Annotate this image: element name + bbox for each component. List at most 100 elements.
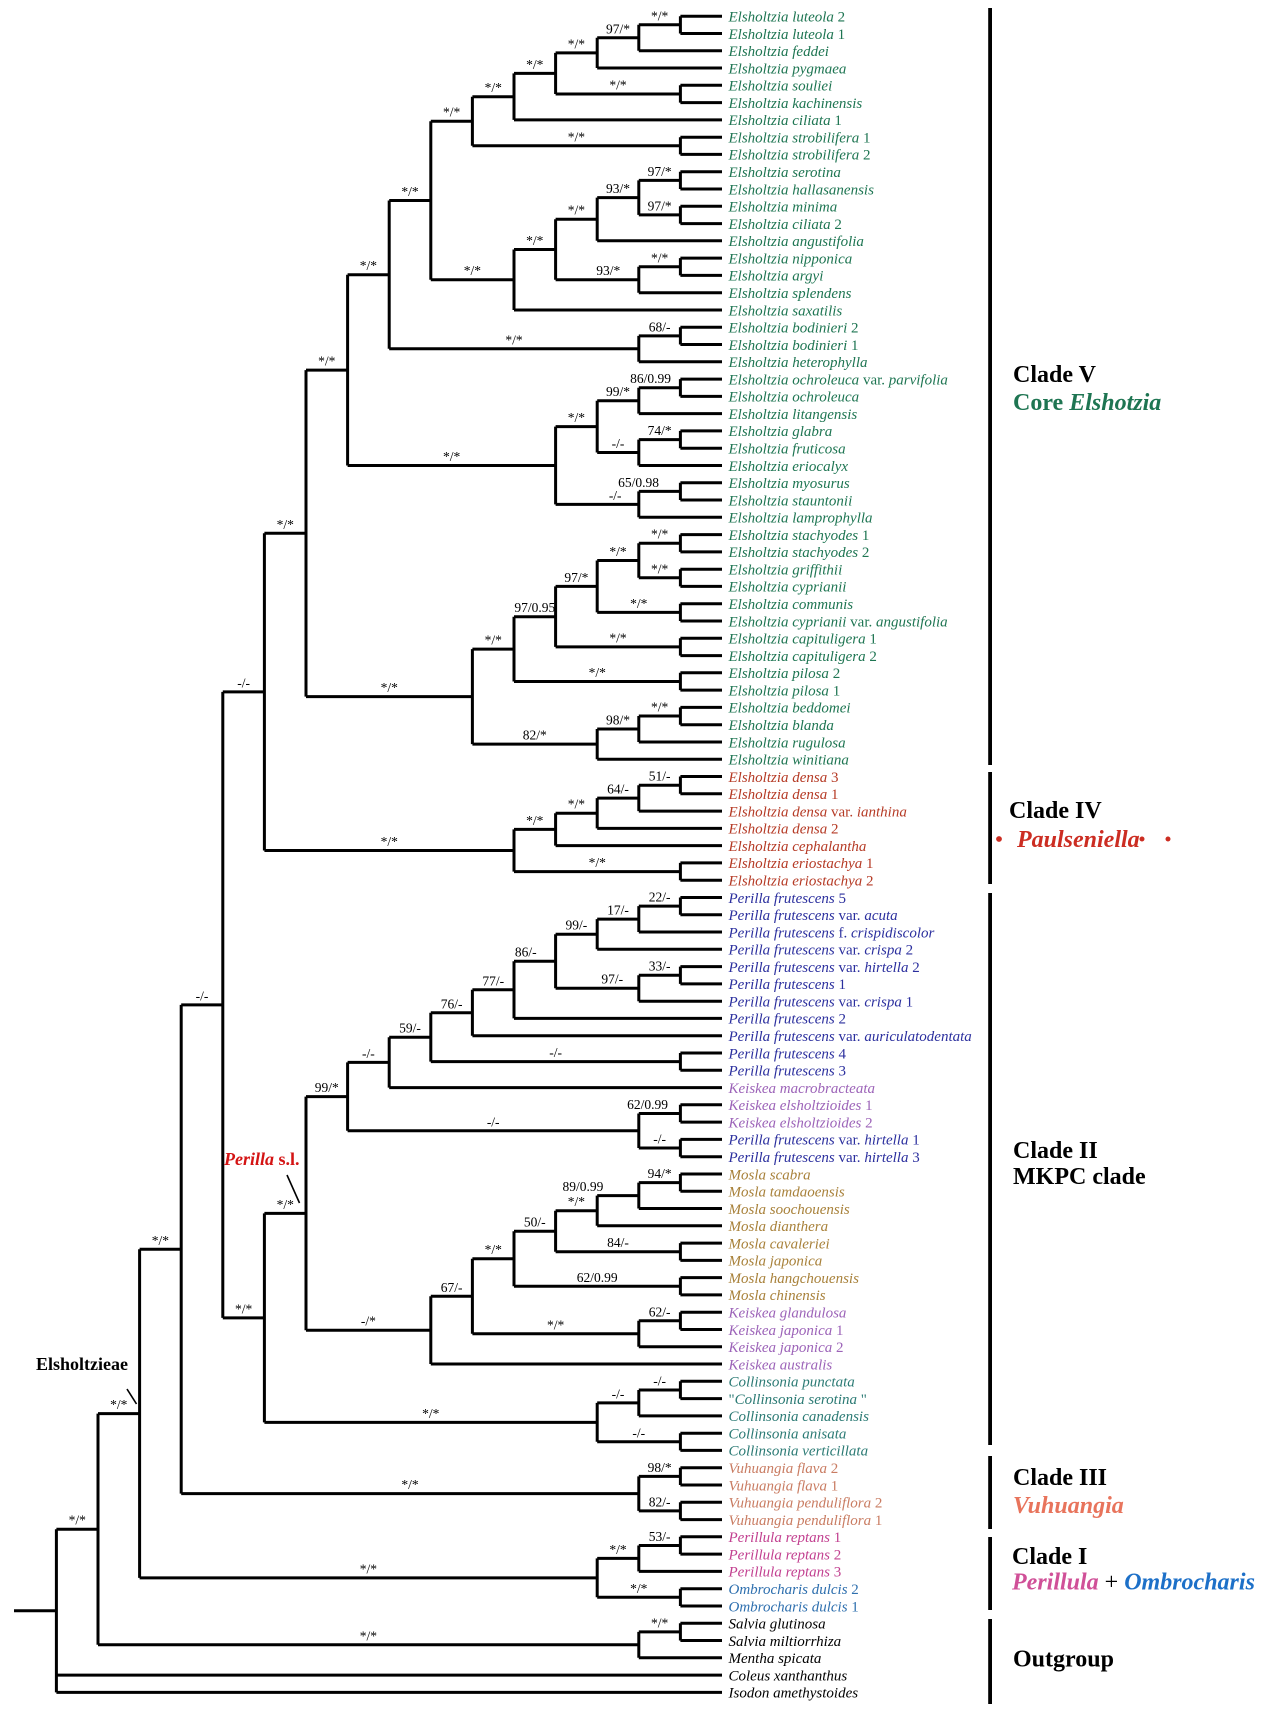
svg-text:Elsholtzia strobilifera 1: Elsholtzia strobilifera 1 xyxy=(728,131,871,147)
svg-text:Elsholtzia luteola 1: Elsholtzia luteola 1 xyxy=(728,27,846,43)
svg-text:Perilla frutescens f. crispidi: Perilla frutescens f. crispidiscolor xyxy=(728,925,935,941)
svg-text:Mentha spicata: Mentha spicata xyxy=(728,1651,822,1667)
svg-text:86/0.99: 86/0.99 xyxy=(630,371,671,386)
svg-text:76/-: 76/- xyxy=(441,996,463,1011)
svg-text:-/-: -/- xyxy=(237,675,250,690)
svg-text:*/*: */* xyxy=(526,233,544,248)
svg-text:Perilla frutescens 2: Perilla frutescens 2 xyxy=(728,1012,846,1028)
svg-text:*/*: */* xyxy=(505,332,523,347)
svg-text:Clade IV: Clade IV xyxy=(1009,798,1102,824)
svg-text:82/-: 82/- xyxy=(649,1494,671,1509)
svg-text:Vuhuangia flava 1: Vuhuangia flava 1 xyxy=(729,1478,839,1494)
svg-text:*/*: */* xyxy=(235,1301,253,1316)
svg-text:*/*: */* xyxy=(651,250,669,265)
svg-text:Mosla chinensis: Mosla chinensis xyxy=(728,1288,826,1304)
svg-text:Elsholtzia densa 2: Elsholtzia densa 2 xyxy=(728,822,839,838)
svg-text:51/-: 51/- xyxy=(649,769,671,784)
svg-text:Elsholtzia rugulosa: Elsholtzia rugulosa xyxy=(728,735,846,751)
svg-text:Perilla frutescens var. hirtel: Perilla frutescens var. hirtella 2 xyxy=(728,960,920,976)
svg-text:*/*: */* xyxy=(568,129,586,144)
svg-text:Salvia miltiorrhiza: Salvia miltiorrhiza xyxy=(729,1634,842,1650)
svg-text:Elsholtzia souliei: Elsholtzia souliei xyxy=(728,79,833,95)
svg-text:*/*: */* xyxy=(526,57,544,72)
svg-text:Elsholtzia myosurus: Elsholtzia myosurus xyxy=(728,476,850,492)
svg-text:Perilla frutescens var. auricu: Perilla frutescens var. auriculatodentat… xyxy=(728,1029,972,1045)
svg-text:Elsholtzia feddei: Elsholtzia feddei xyxy=(728,44,829,60)
svg-text:74/*: 74/* xyxy=(648,423,672,438)
svg-text:97/*: 97/* xyxy=(606,21,630,36)
svg-text:50/-: 50/- xyxy=(524,1215,546,1230)
svg-text:*/*: */* xyxy=(443,449,461,464)
svg-text:Elsholtzia cyprianii var. angu: Elsholtzia cyprianii var. angustifolia xyxy=(728,614,948,630)
svg-text:Elsholtzia luteola 2: Elsholtzia luteola 2 xyxy=(728,10,846,26)
svg-text:"Collinsonia serotina ": "Collinsonia serotina " xyxy=(729,1392,867,1408)
svg-text:97/*: 97/* xyxy=(564,570,588,585)
svg-text:53/-: 53/- xyxy=(649,1529,671,1544)
svg-text:Elsholtzia capituligera 1: Elsholtzia capituligera 1 xyxy=(728,632,877,648)
svg-text:Elsholtzia kachinensis: Elsholtzia kachinensis xyxy=(728,96,863,112)
svg-text:Elsholtzia ciliata 1: Elsholtzia ciliata 1 xyxy=(728,113,842,129)
svg-text:*/*: */* xyxy=(110,1397,128,1412)
svg-text:*/*: */* xyxy=(609,544,627,559)
svg-text:*/*: */* xyxy=(568,797,586,812)
svg-text:Elsholtzia communis: Elsholtzia communis xyxy=(728,597,854,613)
svg-text:*/*: */* xyxy=(651,1615,669,1630)
svg-text:*/*: */* xyxy=(381,680,399,695)
svg-text:Salvia glutinosa: Salvia glutinosa xyxy=(729,1617,826,1633)
svg-text:65/0.98: 65/0.98 xyxy=(618,475,659,490)
svg-text:*/*: */* xyxy=(464,263,482,278)
svg-text:Elsholtzia hallasanensis: Elsholtzia hallasanensis xyxy=(728,182,875,198)
svg-text:Mosla cavaleriei: Mosla cavaleriei xyxy=(728,1236,830,1252)
svg-text:Elsholtzia beddomei: Elsholtzia beddomei xyxy=(728,701,851,717)
svg-text:*/*: */* xyxy=(526,813,544,828)
svg-text:Mosla japonica: Mosla japonica xyxy=(728,1254,823,1270)
svg-text:Mosla soochouensis: Mosla soochouensis xyxy=(728,1202,850,1218)
svg-text:Perilla frutescens var. crispa: Perilla frutescens var. crispa 1 xyxy=(728,995,914,1011)
svg-text:-/-: -/- xyxy=(632,1425,645,1440)
svg-text:*/*: */* xyxy=(651,700,669,715)
svg-text:Mosla hangchouensis: Mosla hangchouensis xyxy=(728,1271,860,1287)
svg-text:*/*: */* xyxy=(651,561,669,576)
svg-text:97/0.95: 97/0.95 xyxy=(514,600,555,615)
svg-text:Vuhuangia penduliflora 1: Vuhuangia penduliflora 1 xyxy=(729,1513,883,1529)
svg-text:59/-: 59/- xyxy=(399,1021,421,1036)
svg-text:Elsholtzia saxatilis: Elsholtzia saxatilis xyxy=(728,303,843,319)
svg-text:Elsholtzia eriostachya 1: Elsholtzia eriostachya 1 xyxy=(728,856,874,872)
svg-text:Elsholtzia ochroleuca var. par: Elsholtzia ochroleuca var. parvifolia xyxy=(728,372,948,388)
svg-text:*/*: */* xyxy=(152,1233,170,1248)
svg-text:99/-: 99/- xyxy=(566,918,588,933)
svg-text:77/-: 77/- xyxy=(482,973,504,988)
svg-text:Keiskea glandulosa: Keiskea glandulosa xyxy=(728,1306,847,1322)
svg-text:Vuhuangia penduliflora 2: Vuhuangia penduliflora 2 xyxy=(729,1496,883,1512)
svg-text:Perillula reptans 2: Perillula reptans 2 xyxy=(728,1547,842,1563)
svg-text:Elsholtzia lamprophylla: Elsholtzia lamprophylla xyxy=(728,511,873,527)
svg-text:Keiskea japonica 1: Keiskea japonica 1 xyxy=(728,1323,844,1339)
svg-text:Core Elshotzia: Core Elshotzia xyxy=(1013,390,1161,416)
svg-text:*/*: */* xyxy=(547,1317,565,1332)
svg-text:62/0.99: 62/0.99 xyxy=(627,1097,668,1112)
svg-text:86/-: 86/- xyxy=(515,945,537,960)
svg-text:33/-: 33/- xyxy=(649,959,671,974)
svg-text:*/*: */* xyxy=(609,1542,627,1557)
svg-text:Keiskea macrobracteata: Keiskea macrobracteata xyxy=(728,1081,876,1097)
svg-text:Clade I: Clade I xyxy=(1012,1544,1087,1570)
svg-text:*/*: */* xyxy=(485,1242,503,1257)
svg-text:Elsholtzia ochroleuca: Elsholtzia ochroleuca xyxy=(728,390,860,406)
svg-text:Elsholtzia fruticosa: Elsholtzia fruticosa xyxy=(728,442,846,458)
svg-text:*/*: */* xyxy=(589,855,607,870)
svg-text:Ombrocharis dulcis 2: Ombrocharis dulcis 2 xyxy=(729,1582,859,1598)
svg-text:Perilla frutescens var. hirtel: Perilla frutescens var. hirtella 3 xyxy=(728,1150,920,1166)
svg-text:-/-: -/- xyxy=(612,436,625,451)
svg-text:*/*: */* xyxy=(360,258,378,273)
svg-text:Collinsonia anisata: Collinsonia anisata xyxy=(729,1427,847,1443)
svg-text:68/-: 68/- xyxy=(649,319,671,334)
svg-text:-/-: -/- xyxy=(612,1386,625,1401)
svg-text:Elsholtzia cephalantha: Elsholtzia cephalantha xyxy=(728,839,867,855)
svg-text:Elsholtzia glabra: Elsholtzia glabra xyxy=(728,424,833,440)
svg-text:67/-: 67/- xyxy=(441,1280,463,1295)
svg-text:Clade III: Clade III xyxy=(1013,1465,1107,1491)
svg-text:Paulseniella: Paulseniella xyxy=(1016,827,1140,853)
svg-text:Keiskea australis: Keiskea australis xyxy=(728,1357,833,1373)
svg-text:*/*: */* xyxy=(318,354,336,369)
svg-text:Vuhuangia flava 2: Vuhuangia flava 2 xyxy=(729,1461,839,1477)
